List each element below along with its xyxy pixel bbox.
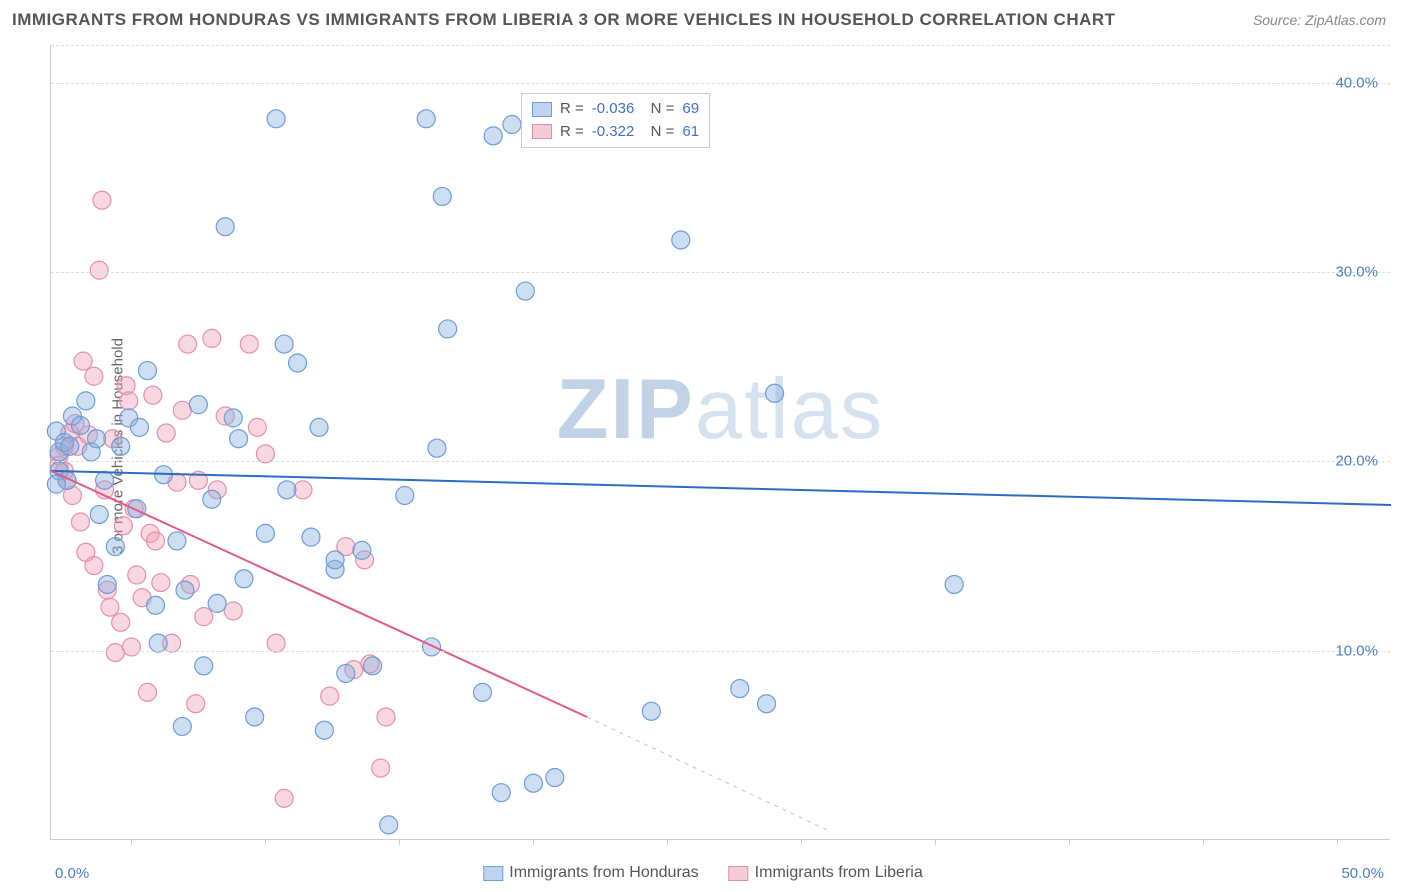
y-tick-label: 20.0% xyxy=(1335,453,1378,470)
stat-r-honduras: -0.036 xyxy=(592,98,635,121)
legend-item-liberia: Immigrants from Liberia xyxy=(729,864,923,882)
stat-n-liberia: 61 xyxy=(682,121,699,144)
x-axis-max-label: 50.0% xyxy=(1341,865,1384,882)
stat-n-label: N = xyxy=(642,98,674,121)
stat-n-label: N = xyxy=(642,121,674,144)
x-axis-min-label: 0.0% xyxy=(55,865,89,882)
swatch-honduras xyxy=(532,102,552,117)
stats-row-liberia: R = -0.322 N = 61 xyxy=(532,121,699,144)
stats-row-honduras: R = -0.036 N = 69 xyxy=(532,98,699,121)
stat-r-label: R = xyxy=(560,98,584,121)
y-tick-label: 30.0% xyxy=(1335,264,1378,281)
chart-title: IMMIGRANTS FROM HONDURAS VS IMMIGRANTS F… xyxy=(12,10,1116,30)
stat-n-honduras: 69 xyxy=(682,98,699,121)
legend-swatch-liberia xyxy=(729,866,749,881)
y-tick-label: 40.0% xyxy=(1335,74,1378,91)
legend-label-honduras: Immigrants from Honduras xyxy=(509,864,698,882)
legend-swatch-honduras xyxy=(483,866,503,881)
stat-r-label: R = xyxy=(560,121,584,144)
gridline xyxy=(51,651,1390,652)
gridline xyxy=(51,272,1390,273)
legend-item-honduras: Immigrants from Honduras xyxy=(483,864,698,882)
source-attribution: Source: ZipAtlas.com xyxy=(1253,12,1386,28)
bottom-legend: Immigrants from Honduras Immigrants from… xyxy=(483,864,922,882)
stat-r-liberia: -0.322 xyxy=(592,121,635,144)
legend-label-liberia: Immigrants from Liberia xyxy=(755,864,923,882)
chart-svg xyxy=(51,45,1390,839)
gridline xyxy=(51,461,1390,462)
stats-legend-box: R = -0.036 N = 69 R = -0.322 N = 61 xyxy=(521,93,710,148)
swatch-liberia xyxy=(532,124,552,139)
gridline xyxy=(51,83,1390,84)
y-tick-label: 10.0% xyxy=(1335,642,1378,659)
plot-area: ZIPatlas R = -0.036 N = 69 R = -0.322 N … xyxy=(50,45,1390,840)
